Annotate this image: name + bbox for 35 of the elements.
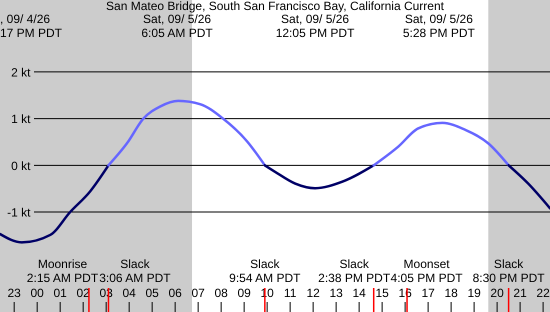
chart-title: San Mateo Bridge, South San Francisco Bay, California Current — [106, 0, 445, 13]
x-tick-label: 17 — [421, 286, 436, 300]
x-tick-label: 07 — [191, 286, 206, 300]
x2-tick-label: Sat, 09/ 5/26 5:28 PM PDT — [402, 12, 476, 40]
x-tick-label: 00 — [30, 286, 44, 300]
x-tick-label: 09 — [237, 286, 252, 300]
ref-line-label: Moonrise 2:15 AM PDT — [26, 257, 99, 285]
x-tick-label: 19 — [467, 286, 482, 300]
x-tick-label: 22 — [536, 286, 550, 300]
x-tick-label: 06 — [168, 286, 182, 300]
x-tick-label: 11 — [284, 286, 297, 300]
x-tick-label: 23 — [8, 286, 22, 300]
x-tick-label: 20 — [490, 286, 504, 300]
x-tick-label: 01 — [53, 286, 68, 300]
x-tick-label: 15 — [375, 286, 390, 300]
ref-line-label: Slack 9:54 AM PDT — [229, 257, 302, 285]
x-tick-label: 08 — [214, 286, 228, 300]
ref-line-label: Slack 8:30 PM PDT — [472, 257, 546, 285]
x-tick-label: 04 — [122, 286, 136, 300]
x2-tick-label: , 09/ 4/26 17 PM PDT — [0, 12, 63, 40]
y-tick-label: 1 kt — [11, 112, 32, 126]
x-tick-label: 05 — [145, 286, 160, 300]
ref-line-label: Slack 2:38 PM PDT — [318, 257, 391, 285]
x-tick-label: 14 — [352, 286, 366, 300]
x2-tick-label: Sat, 09/ 5/26 6:05 AM PDT — [141, 12, 214, 40]
x-tick-label: 13 — [329, 286, 344, 300]
x-tick-label: 18 — [444, 286, 458, 300]
ref-line-label: Slack 3:06 AM PDT — [99, 257, 172, 285]
x-tick-label: 12 — [306, 286, 320, 300]
x-tick-label: 21 — [513, 286, 528, 300]
ref-line-label: Moonset 4:05 PM PDT — [390, 257, 464, 285]
y-tick-label: 2 kt — [11, 65, 32, 80]
y-tick-label: 0 kt — [11, 158, 32, 173]
y-tick-label: -1 kt — [7, 206, 32, 220]
x2-tick-label: Sat, 09/ 5/26 12:05 PM PDT — [276, 12, 356, 40]
